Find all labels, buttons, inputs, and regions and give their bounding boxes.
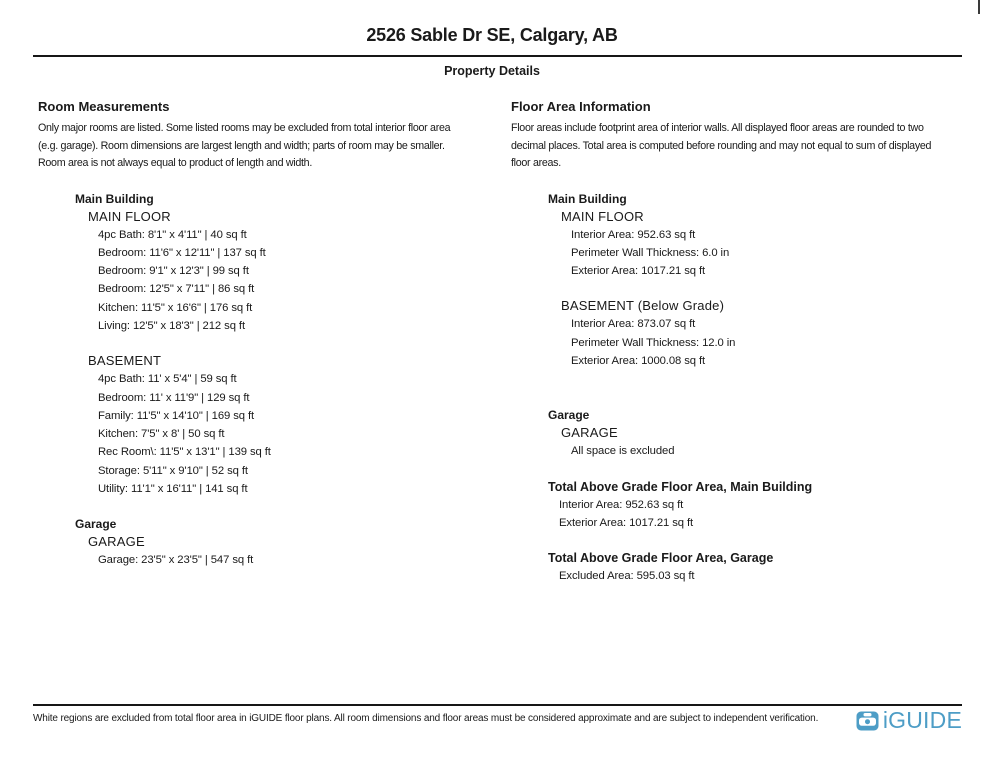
- totals-row: Exterior Area: 1017.21 sq ft: [559, 516, 694, 529]
- room-row: Kitchen: 11'5" x 16'6" | 176 sq ft: [98, 301, 253, 314]
- totals-row: Excluded Area: 595.03 sq ft: [559, 570, 695, 583]
- title-divider: [33, 55, 962, 57]
- area-building-block-garage: Garage GARAGE All space is excluded: [548, 406, 984, 460]
- area-info-row: Perimeter Wall Thickness: 12.0 in: [571, 336, 736, 349]
- floor-area-information-section: Floor Area Information Floor areas inclu…: [511, 99, 984, 585]
- camera-icon: [856, 710, 879, 731]
- floor-block-basement: BASEMENT 4pc Bath: 11' x 5'4" | 59 sq ft…: [88, 352, 511, 498]
- building-block-garage: Garage GARAGE Garage: 23'5" x 23'5" | 54…: [75, 515, 511, 569]
- area-info-row: All space is excluded: [571, 445, 675, 458]
- building-name: Garage: [548, 408, 590, 423]
- content-columns: Room Measurements Only major rooms are l…: [0, 99, 984, 585]
- room-row: Living: 12'5" x 18'3" | 212 sq ft: [98, 319, 245, 332]
- totals-heading: Total Above Grade Floor Area, Garage: [548, 551, 774, 566]
- room-row: 4pc Bath: 11' x 5'4" | 59 sq ft: [98, 373, 237, 386]
- building-block-main: Main Building MAIN FLOOR 4pc Bath: 8'1" …: [75, 190, 511, 499]
- room-row: Kitchen: 7'5" x 8' | 50 sq ft: [98, 428, 225, 441]
- page-subtitle: Property Details: [444, 64, 540, 78]
- room-row: Bedroom: 11' x 11'9" | 129 sq ft: [98, 391, 250, 404]
- floor-name: MAIN FLOOR: [88, 208, 171, 224]
- floor-name: BASEMENT (Below Grade): [561, 298, 725, 314]
- description-line: Room area is not always equal to product…: [38, 157, 312, 169]
- area-info-row: Exterior Area: 1000.08 sq ft: [571, 354, 706, 367]
- area-building-block-main: Main Building MAIN FLOOR Interior Area: …: [548, 190, 984, 371]
- area-info-row: Exterior Area: 1017.21 sq ft: [571, 265, 706, 278]
- room-measurements-heading: Room Measurements: [38, 99, 170, 114]
- room-measurements-description: Only major rooms are listed. Some listed…: [38, 120, 511, 173]
- iguide-logo: iGUIDE: [856, 709, 962, 732]
- area-floor-block-main-floor: MAIN FLOOR Interior Area: 952.63 sq ft P…: [561, 208, 984, 281]
- room-row: Family: 11'5" x 14'10" | 169 sq ft: [98, 409, 255, 422]
- room-row: Utility: 11'1" x 16'11" | 141 sq ft: [98, 483, 248, 496]
- description-line: floor areas.: [511, 157, 561, 169]
- room-row: Bedroom: 9'1" x 12'3" | 99 sq ft: [98, 265, 249, 278]
- building-name: Garage: [75, 517, 117, 532]
- room-row: 4pc Bath: 8'1" x 4'11" | 40 sq ft: [98, 228, 247, 241]
- room-row: Rec Room\: 11'5" x 13'1" | 139 sq ft: [98, 446, 271, 459]
- description-line: Floor areas include footprint area of in…: [511, 122, 924, 134]
- floor-name: BASEMENT: [88, 353, 162, 369]
- footer-disclaimer: White regions are excluded from total fl…: [33, 713, 819, 724]
- totals-row: Interior Area: 952.63 sq ft: [559, 498, 684, 511]
- page-title: 2526 Sable Dr SE, Calgary, AB: [366, 25, 618, 45]
- building-name: Main Building: [75, 191, 154, 206]
- totals-block-main-building: Total Above Grade Floor Area, Main Build…: [548, 478, 984, 533]
- description-line: decimal places. Total area is computed b…: [511, 139, 932, 152]
- floor-area-description: Floor areas include footprint area of in…: [511, 120, 984, 173]
- totals-heading: Total Above Grade Floor Area, Main Build…: [548, 479, 813, 494]
- description-line: (e.g. garage). Room dimensions are large…: [38, 139, 445, 152]
- building-name: Main Building: [548, 191, 627, 206]
- area-info-row: Interior Area: 873.07 sq ft: [571, 318, 696, 331]
- floor-block-main-floor: MAIN FLOOR 4pc Bath: 8'1" x 4'11" | 40 s…: [88, 208, 511, 336]
- area-info-row: Perimeter Wall Thickness: 6.0 in: [571, 246, 730, 259]
- area-floor-block-basement: BASEMENT (Below Grade) Interior Area: 87…: [561, 297, 984, 370]
- room-row: Storage: 5'11" x 9'10" | 52 sq ft: [98, 464, 248, 477]
- iguide-logo-text: iGUIDE: [882, 707, 962, 733]
- floor-block-garage: GARAGE Garage: 23'5" x 23'5" | 547 sq ft: [88, 533, 511, 569]
- page-edge-artifact: [978, 0, 980, 14]
- description-line: Only major rooms are listed. Some listed…: [38, 122, 451, 134]
- area-info-row: Interior Area: 952.63 sq ft: [571, 228, 696, 241]
- footer-divider: [33, 704, 962, 706]
- room-row: Bedroom: 11'6" x 12'11" | 137 sq ft: [98, 246, 266, 259]
- room-measurements-section: Room Measurements Only major rooms are l…: [38, 99, 511, 585]
- floor-area-heading: Floor Area Information: [511, 99, 651, 114]
- floor-name: GARAGE: [88, 534, 145, 550]
- area-floor-block-garage: GARAGE All space is excluded: [561, 424, 984, 460]
- room-row: Garage: 23'5" x 23'5" | 547 sq ft: [98, 554, 254, 567]
- page-footer: White regions are excluded from total fl…: [33, 704, 962, 732]
- room-row: Bedroom: 12'5" x 7'11" | 86 sq ft: [98, 283, 255, 296]
- totals-block-garage: Total Above Grade Floor Area, Garage Exc…: [548, 549, 984, 585]
- floor-name: GARAGE: [561, 425, 618, 441]
- floor-name: MAIN FLOOR: [561, 208, 644, 224]
